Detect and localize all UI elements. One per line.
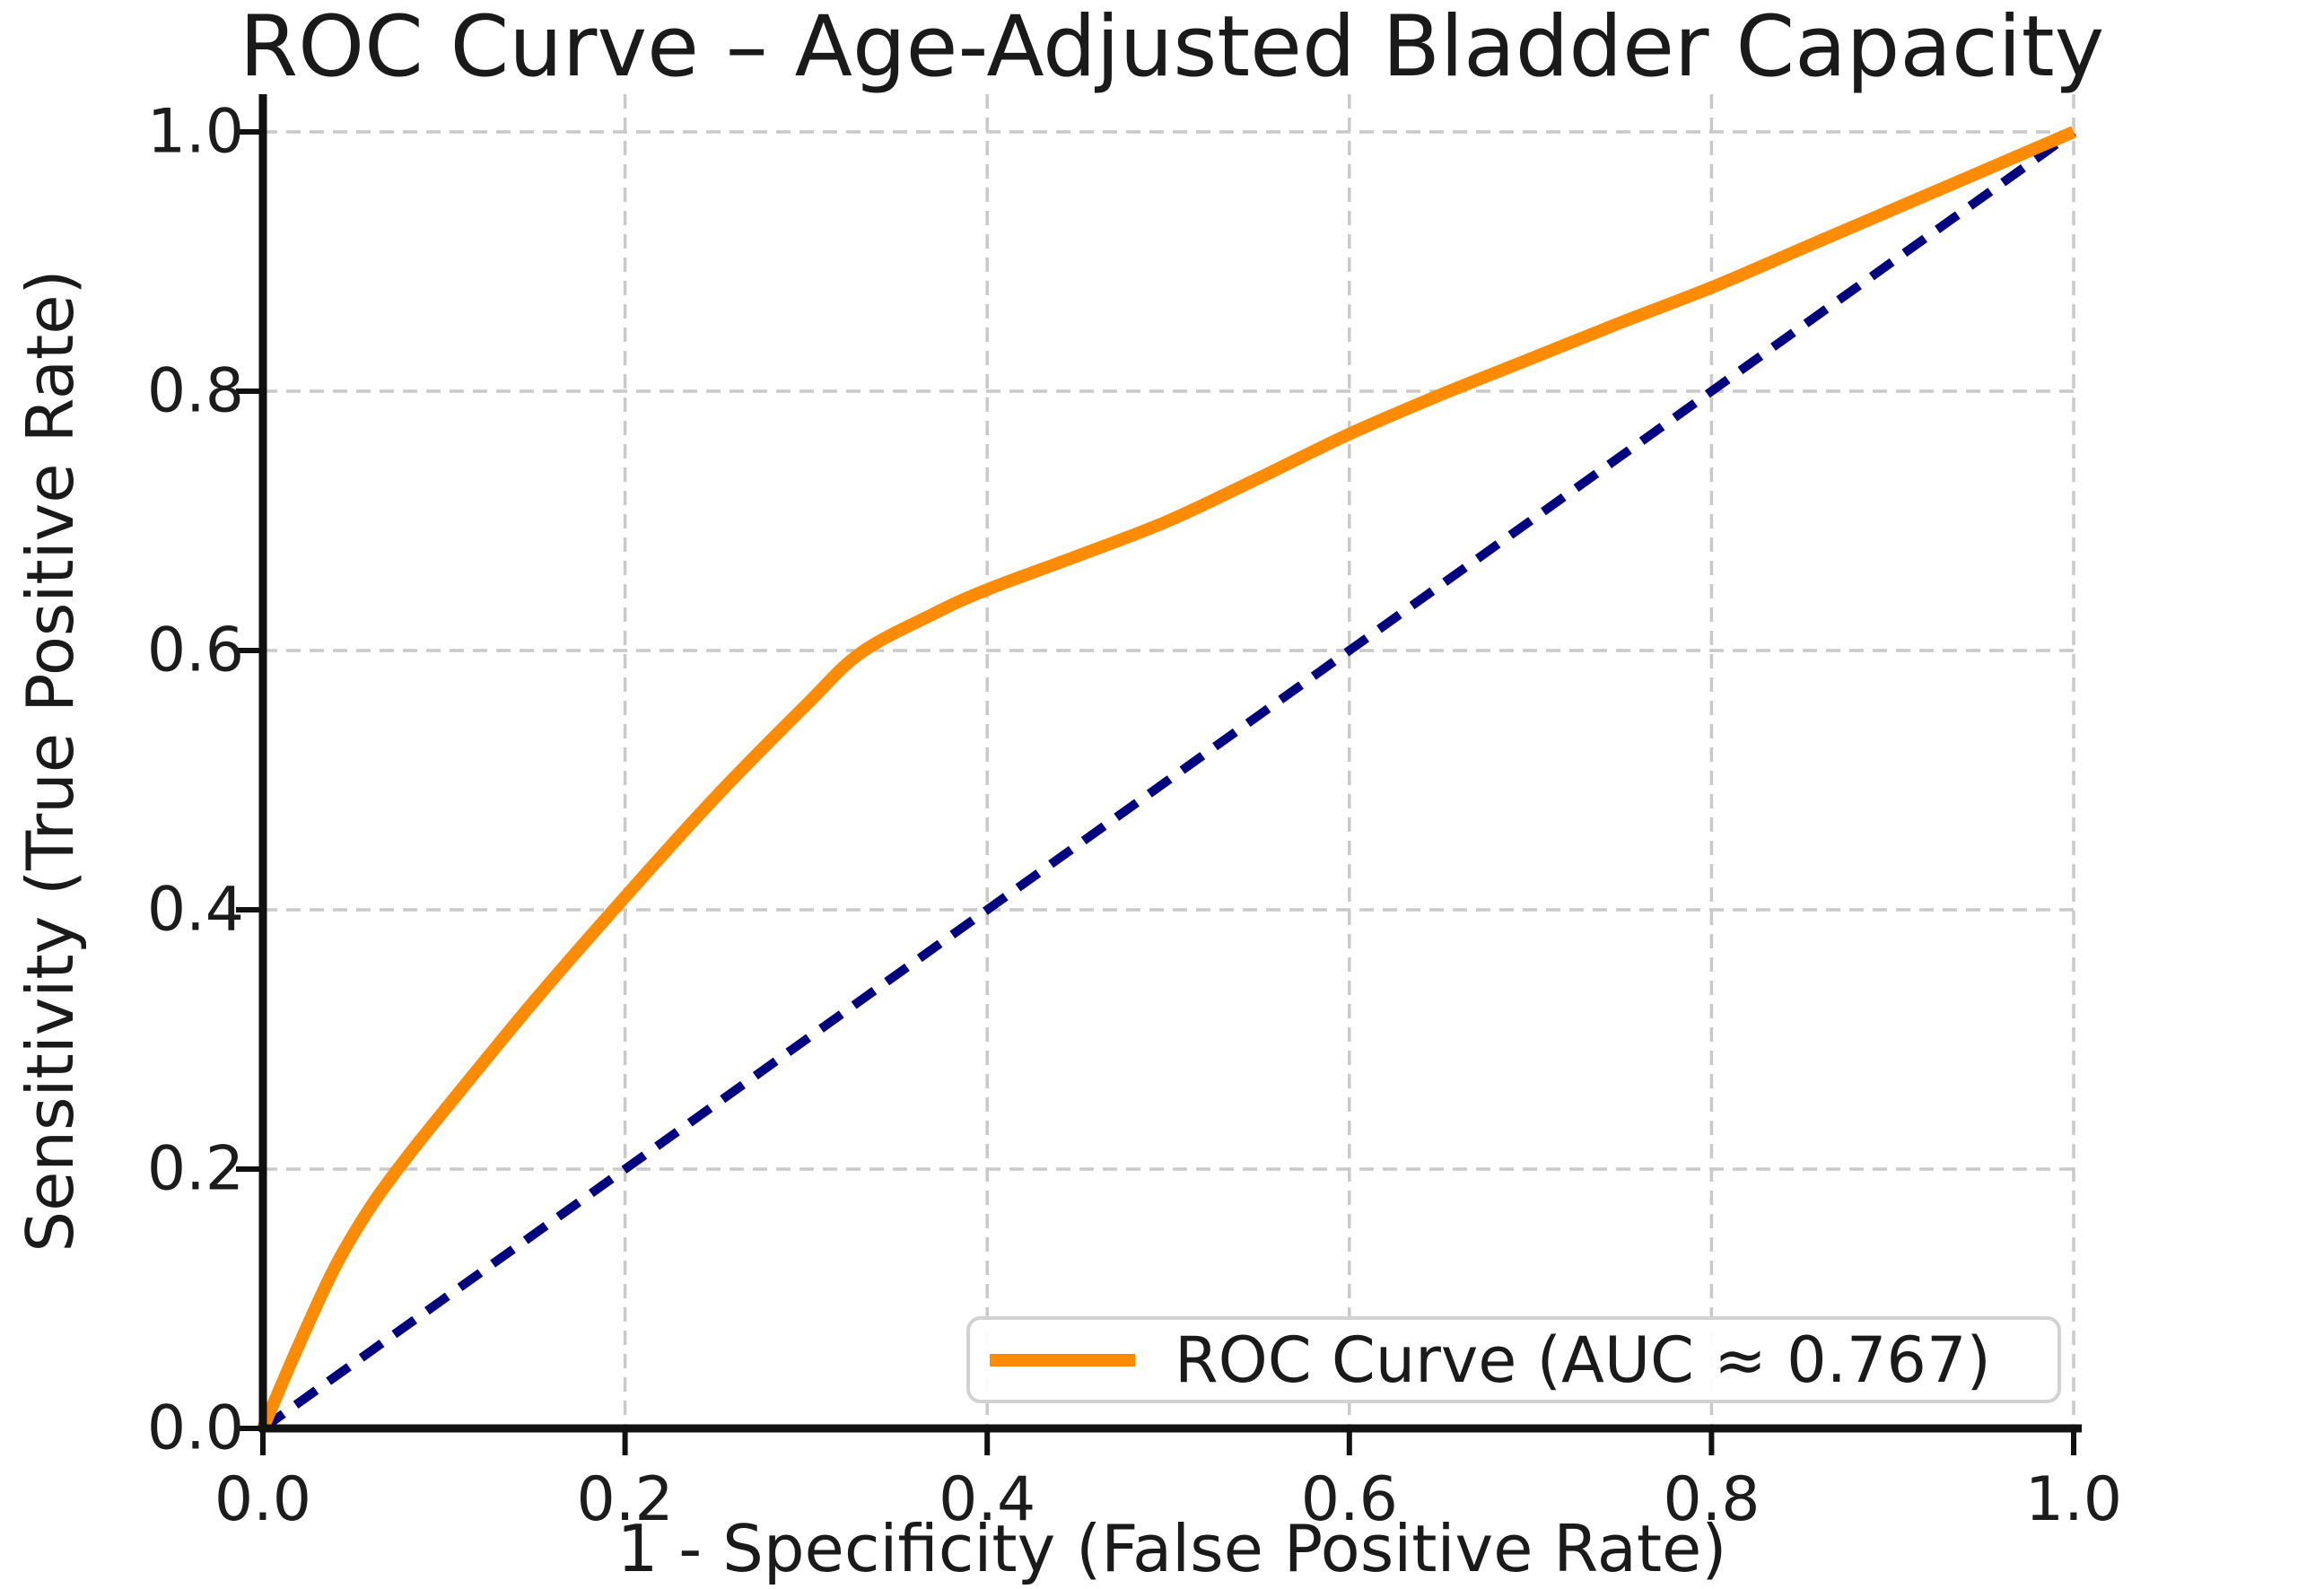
x-tick-label: 0.4 [939,1464,1036,1535]
x-tick-label: 0.8 [1663,1464,1760,1535]
legend: ROC Curve (AUC ≈ 0.767) [966,1316,2061,1403]
x-tick-label: 1.0 [2024,1464,2123,1535]
chart-title: ROC Curve – Age-Adjusted Bladder Capacit… [239,0,2105,96]
x-tick-label: 0.6 [1300,1464,1398,1535]
x-tick-label: 0.0 [214,1464,312,1535]
chance-diagonal-line [260,127,2076,1433]
y-tick-label: 1.0 [146,96,244,168]
y-tick-label: 0.4 [146,874,244,946]
y-tick-label: 0.8 [146,355,244,427]
roc-curve-legend-swatch [990,1353,1135,1366]
y-axis-label: Sensitivity (True Positive Rate) [13,269,88,1253]
legend-label: ROC Curve (AUC ≈ 0.767) [1175,1323,1991,1397]
x-axis-label: 1 - Specificity (False Positive Rate) [616,1511,1727,1586]
x-tick-label: 0.2 [576,1464,674,1535]
y-tick-label: 0.2 [146,1133,244,1205]
y-tick-label: 0.0 [146,1393,244,1464]
roc-curve-line [257,126,2076,1431]
y-tick-label: 0.6 [146,615,244,686]
